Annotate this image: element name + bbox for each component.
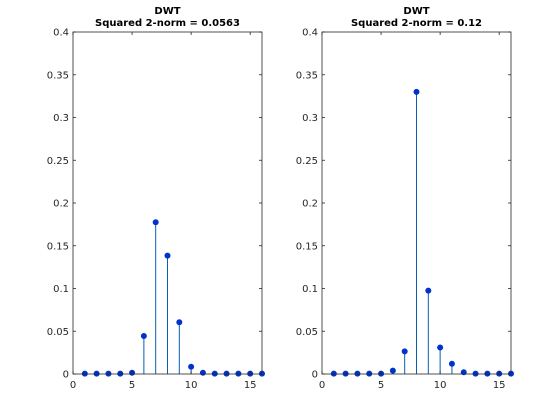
stem-marker (425, 287, 432, 294)
x-tick-label: 0 (319, 380, 325, 391)
x-tick-label: 5 (378, 380, 384, 391)
stem-marker (81, 370, 88, 377)
stem-marker (211, 370, 218, 377)
stem-marker (389, 367, 396, 374)
y-tick-label: 0.25 (296, 156, 318, 167)
y-tick-label: 0.35 (296, 70, 318, 81)
stem-marker (342, 370, 349, 377)
stem-marker (472, 370, 479, 377)
y-tick-label: 0.2 (302, 199, 318, 210)
y-tick-label: 0.15 (47, 241, 69, 252)
stem-marker (235, 370, 242, 377)
y-tick-label: 0.35 (47, 70, 69, 81)
stem-marker (93, 370, 100, 377)
stem-marker (354, 370, 361, 377)
stem-marker (437, 344, 444, 351)
y-tick-label: 0.1 (53, 284, 69, 295)
stem-marker (164, 252, 171, 259)
stem-marker (460, 369, 467, 376)
y-tick-label: 0.3 (53, 113, 69, 124)
stem-marker (401, 348, 408, 355)
y-tick-label: 0.4 (53, 28, 69, 39)
y-tick-label: 0.05 (47, 327, 69, 338)
stem-marker (484, 370, 491, 377)
chart-title: DWT (403, 6, 429, 17)
stem-marker (105, 370, 112, 377)
y-tick-label: 0.05 (296, 327, 318, 338)
x-tick-label: 10 (434, 380, 447, 391)
stem-marker (366, 370, 373, 377)
chart-title: DWT (154, 6, 180, 17)
y-tick-label: 0.15 (296, 241, 318, 252)
stem-marker (448, 360, 455, 367)
stem-marker (413, 88, 420, 95)
y-tick-label: 0 (312, 370, 318, 381)
stem-marker (199, 369, 206, 376)
chart-subtitle: Squared 2-norm = 0.0563 (95, 18, 240, 29)
y-tick-label: 0.1 (302, 284, 318, 295)
stem-marker (223, 370, 230, 377)
x-tick-label: 5 (129, 380, 135, 391)
y-tick-label: 0.4 (302, 28, 318, 39)
y-tick-label: 0.3 (302, 113, 318, 124)
y-tick-label: 0.2 (53, 199, 69, 210)
stem-marker (140, 332, 147, 339)
stem-marker (330, 370, 337, 377)
x-tick-label: 10 (185, 380, 198, 391)
stem-marker (152, 219, 159, 226)
x-tick-label: 0 (70, 380, 76, 391)
stem-marker (188, 363, 195, 370)
stem-marker (176, 319, 183, 326)
x-tick-label: 15 (244, 380, 257, 391)
x-tick-label: 15 (493, 380, 506, 391)
stem-marker (117, 370, 124, 377)
chart-subtitle: Squared 2-norm = 0.12 (351, 18, 482, 29)
y-tick-label: 0.25 (47, 156, 69, 167)
y-tick-label: 0 (63, 370, 69, 381)
